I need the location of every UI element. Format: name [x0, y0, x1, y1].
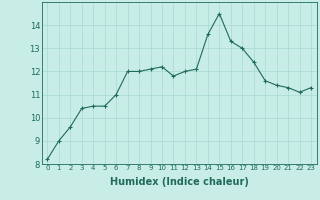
X-axis label: Humidex (Indice chaleur): Humidex (Indice chaleur): [110, 177, 249, 187]
